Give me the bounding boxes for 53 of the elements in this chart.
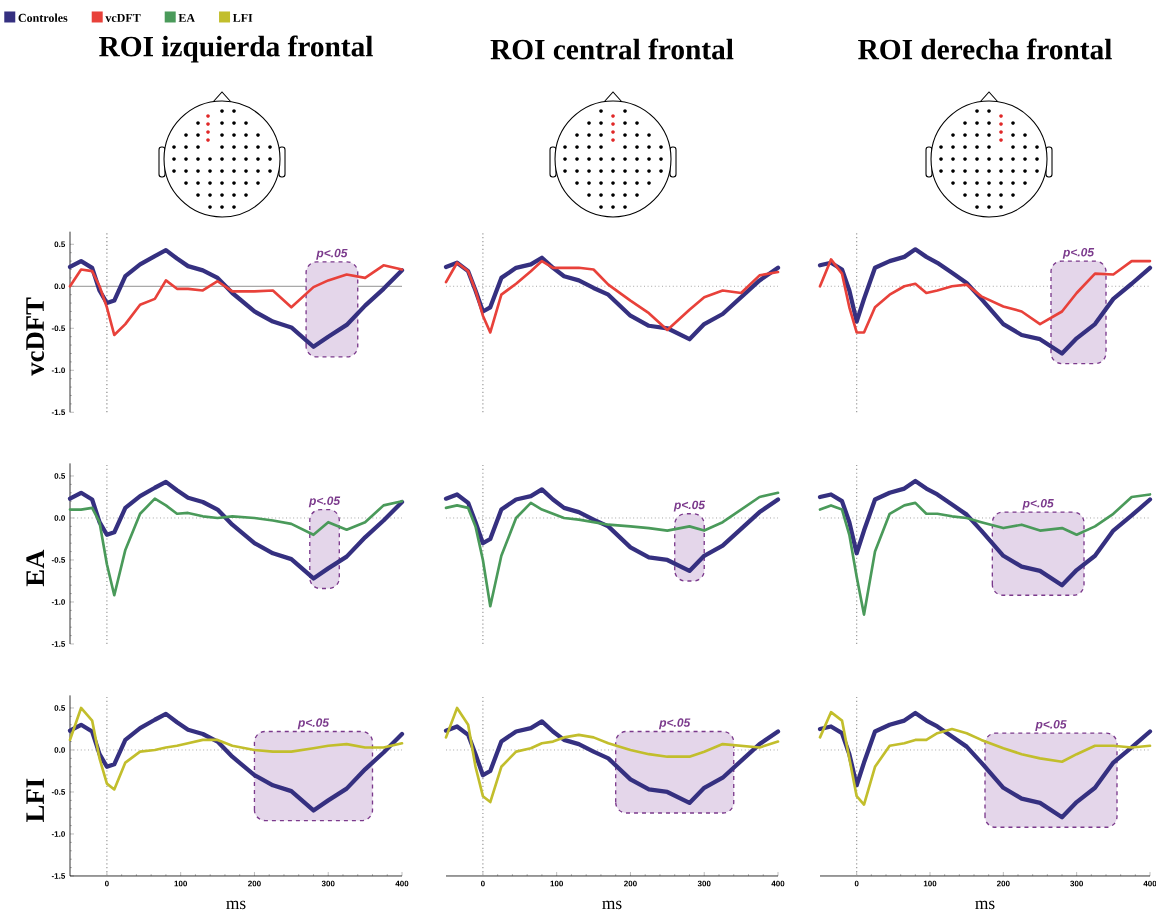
x-tick-label: 0: [854, 880, 859, 887]
x-tick-label: 100: [923, 880, 937, 887]
y-tick-label: 0.5: [54, 241, 66, 248]
line-series: [67, 479, 405, 581]
x-tick-label: 0: [104, 880, 109, 887]
band-label: p<.05: [658, 718, 691, 730]
y-tick-label: -0.5: [51, 557, 66, 563]
x-tick-label: 400: [395, 880, 409, 887]
band-label: p<.05: [1035, 720, 1067, 731]
y-tick-label: -0.5: [51, 325, 66, 332]
band-label: p<.05: [297, 718, 330, 730]
chart-title: ROI central frontal: [490, 38, 734, 60]
x-tick-label: 200: [248, 880, 261, 887]
x-tick-label: 100: [550, 880, 564, 887]
y-axis-title: vcDFT: [26, 297, 44, 376]
chart-title: ROI derecha frontal: [858, 38, 1112, 60]
band-label: p<.05: [1062, 247, 1095, 259]
y-axis-title: LFI: [26, 778, 44, 822]
y-tick-label: -1.0: [51, 367, 65, 374]
band-label: p<.05: [308, 496, 341, 508]
band-label: p<.05: [316, 248, 348, 260]
x-tick-label: 300: [321, 880, 335, 887]
x-tick-label: 400: [1143, 880, 1156, 887]
y-tick-label: -1.5: [51, 873, 66, 879]
y-tick-label: 0.0: [54, 515, 65, 521]
y-tick-label: 0.0: [54, 747, 65, 753]
y-tick-label: 0.0: [54, 283, 65, 290]
x-tick-label: 0: [480, 880, 485, 887]
line-series: [68, 497, 404, 597]
x-tick-label: 300: [1070, 880, 1084, 887]
band-label: p<.05: [1022, 498, 1054, 510]
y-tick-label: -1.5: [51, 409, 66, 416]
legend-label: Controles: [18, 13, 68, 22]
y-tick-label: -1.5: [51, 641, 66, 647]
legend-label: EA: [178, 13, 195, 22]
y-tick-label: -1.0: [51, 831, 65, 837]
y-tick-label: 0.5: [54, 705, 66, 711]
y-tick-label: -0.5: [51, 789, 66, 795]
x-tick-label: 300: [697, 880, 711, 887]
x-tick-label: 400: [771, 880, 785, 887]
legend-label: LFI: [232, 13, 253, 22]
chart-title: ROI izquierda frontal: [99, 35, 373, 63]
legend-label: vcDFT: [105, 13, 141, 22]
y-tick-label: -1.0: [51, 599, 65, 605]
x-tick-label: 200: [624, 880, 637, 887]
y-axis-title: EA: [26, 549, 44, 587]
band-label: p<.05: [673, 500, 706, 512]
y-tick-label: 0.5: [54, 473, 66, 479]
x-axis-title: ms: [226, 900, 246, 910]
x-axis-title: ms: [975, 900, 995, 910]
x-tick-label: 200: [996, 880, 1010, 887]
x-tick-label: 100: [174, 880, 188, 887]
x-axis-title: ms: [602, 900, 622, 910]
